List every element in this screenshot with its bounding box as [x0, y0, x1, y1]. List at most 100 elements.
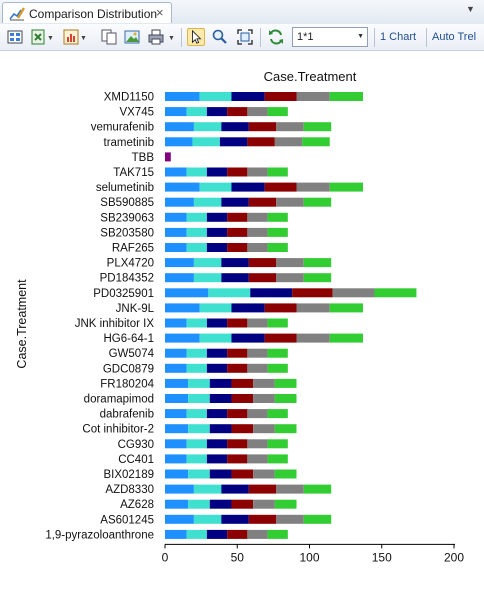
bar-segment[interactable]: [187, 228, 207, 237]
bar-segment[interactable]: [268, 409, 288, 418]
bar-segment[interactable]: [275, 424, 297, 433]
bar-segment[interactable]: [268, 168, 288, 177]
copy-icon[interactable]: [100, 28, 118, 46]
bar-segment[interactable]: [330, 334, 363, 343]
bar-segment[interactable]: [304, 273, 331, 282]
bar-segment[interactable]: [247, 530, 267, 539]
bar-segment[interactable]: [192, 137, 219, 146]
bar-segment[interactable]: [165, 152, 171, 161]
bar-segment[interactable]: [268, 107, 288, 116]
excel-icon[interactable]: [29, 28, 47, 46]
bar-segment[interactable]: [275, 470, 297, 479]
bar-segment[interactable]: [268, 243, 288, 252]
bar-segment[interactable]: [187, 364, 207, 373]
refresh-icon[interactable]: [267, 28, 285, 46]
bar-segment[interactable]: [165, 439, 187, 448]
bar-segment[interactable]: [188, 424, 210, 433]
bar-segment[interactable]: [247, 439, 267, 448]
bar-segment[interactable]: [210, 394, 232, 403]
bar-segment[interactable]: [250, 288, 292, 297]
bar-segment[interactable]: [253, 424, 275, 433]
bar-segment[interactable]: [227, 409, 247, 418]
bar-segment[interactable]: [200, 334, 232, 343]
bar-segment[interactable]: [249, 122, 276, 131]
bar-segment[interactable]: [221, 258, 248, 267]
bar-segment[interactable]: [247, 454, 267, 463]
chevron-down-icon[interactable]: ▼: [47, 35, 54, 42]
bar-segment[interactable]: [227, 364, 247, 373]
bar-segment[interactable]: [165, 364, 187, 373]
bar-segment[interactable]: [194, 258, 221, 267]
bar-segment[interactable]: [227, 349, 247, 358]
bar-segment[interactable]: [249, 485, 276, 494]
bar-segment[interactable]: [292, 288, 332, 297]
bar-segment[interactable]: [165, 273, 194, 282]
bar-segment[interactable]: [188, 470, 210, 479]
bar-segment[interactable]: [165, 334, 200, 343]
bar-segment[interactable]: [165, 303, 200, 312]
bar-segment[interactable]: [231, 424, 253, 433]
bar-segment[interactable]: [165, 288, 208, 297]
chevron-down-icon[interactable]: ▼: [80, 35, 87, 42]
bar-segment[interactable]: [221, 122, 248, 131]
bar-segment[interactable]: [249, 273, 276, 282]
bar-segment[interactable]: [207, 454, 227, 463]
bar-segment[interactable]: [265, 92, 297, 101]
bar-segment[interactable]: [187, 349, 207, 358]
bar-segment[interactable]: [247, 364, 267, 373]
bar-segment[interactable]: [165, 485, 194, 494]
bar-segment[interactable]: [165, 530, 187, 539]
bar-segment[interactable]: [207, 364, 227, 373]
bar-segment[interactable]: [187, 439, 207, 448]
bar-segment[interactable]: [265, 183, 297, 192]
bar-segment[interactable]: [253, 470, 275, 479]
bar-segment[interactable]: [210, 379, 232, 388]
bar-segment[interactable]: [304, 258, 331, 267]
bar-segment[interactable]: [200, 183, 232, 192]
bar-segment[interactable]: [188, 500, 210, 509]
bar-segment[interactable]: [296, 334, 329, 343]
bar-segment[interactable]: [208, 288, 250, 297]
bar-segment[interactable]: [247, 409, 267, 418]
bar-segment[interactable]: [296, 183, 329, 192]
bar-segment[interactable]: [304, 485, 331, 494]
bar-segment[interactable]: [268, 213, 288, 222]
bar-segment[interactable]: [207, 349, 227, 358]
bar-segment[interactable]: [210, 424, 232, 433]
bar-segment[interactable]: [194, 273, 221, 282]
bar-segment[interactable]: [165, 137, 192, 146]
bar-segment[interactable]: [207, 439, 227, 448]
image-icon[interactable]: [123, 28, 141, 46]
bar-segment[interactable]: [187, 107, 207, 116]
bar-segment[interactable]: [187, 409, 207, 418]
bar-segment[interactable]: [268, 439, 288, 448]
bar-segment[interactable]: [207, 530, 227, 539]
bar-segment[interactable]: [207, 168, 227, 177]
bar-segment[interactable]: [165, 319, 187, 328]
bar-segment[interactable]: [165, 515, 194, 524]
chevron-down-icon[interactable]: ▼: [168, 35, 175, 42]
bar-segment[interactable]: [187, 454, 207, 463]
bar-segment[interactable]: [187, 243, 207, 252]
select-pointer-icon[interactable]: [187, 28, 205, 46]
bar-segment[interactable]: [165, 228, 187, 237]
bar-segment[interactable]: [276, 485, 303, 494]
bar-segment[interactable]: [221, 485, 248, 494]
bar-segment[interactable]: [187, 213, 207, 222]
chevron-down-icon[interactable]: ▼: [466, 4, 475, 14]
bar-segment[interactable]: [231, 394, 253, 403]
bar-segment[interactable]: [188, 394, 210, 403]
bar-segment[interactable]: [165, 470, 188, 479]
bar-segment[interactable]: [253, 379, 275, 388]
bar-segment[interactable]: [231, 500, 253, 509]
bar-segment[interactable]: [187, 319, 207, 328]
bar-segment[interactable]: [247, 319, 267, 328]
bar-segment[interactable]: [375, 288, 417, 297]
bar-segment[interactable]: [253, 394, 275, 403]
bar-segment[interactable]: [231, 470, 253, 479]
bar-segment[interactable]: [207, 319, 227, 328]
bar-segment[interactable]: [165, 168, 187, 177]
bar-segment[interactable]: [247, 243, 267, 252]
bar-segment[interactable]: [165, 243, 187, 252]
bar-segment[interactable]: [231, 334, 264, 343]
